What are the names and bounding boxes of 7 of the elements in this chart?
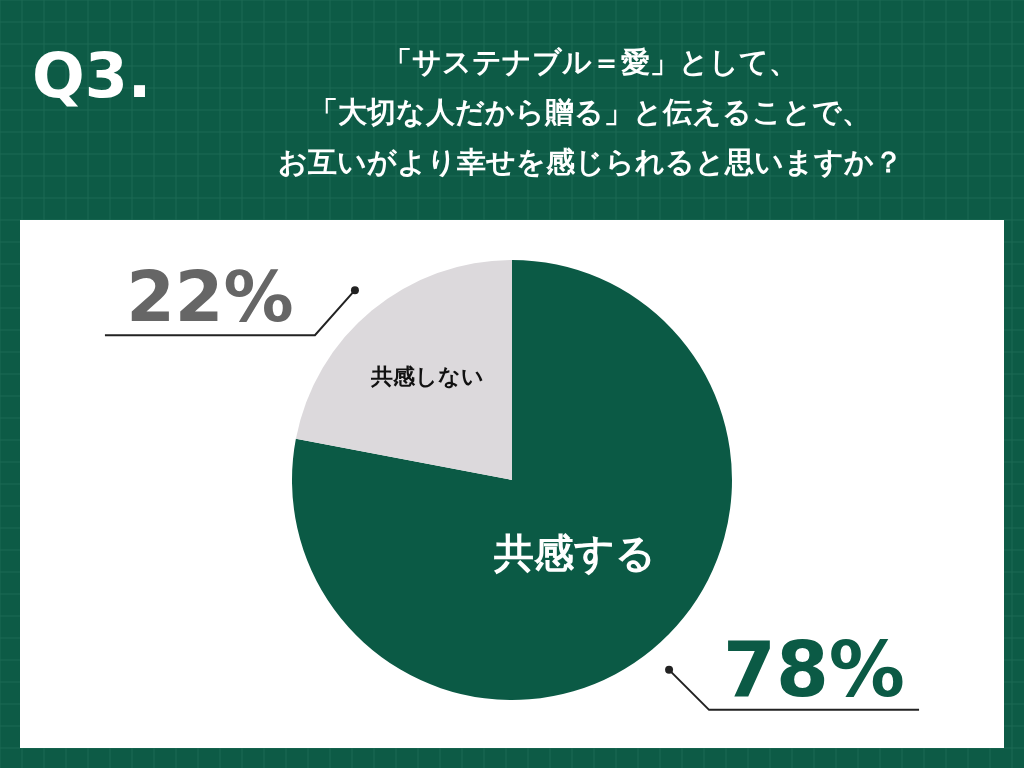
data-label: 22% bbox=[126, 256, 294, 339]
chart-subtitle: 「サステナブル＝愛」として、「大切な人だから贈る」と伝えることで、お互いがより幸せを感じられると思いますか？ bbox=[277, 45, 903, 179]
chart-title: Q3. bbox=[32, 39, 152, 112]
slice-label: 共感する bbox=[493, 530, 657, 577]
data-label: 78% bbox=[723, 624, 906, 714]
slice-label: 共感しない bbox=[370, 364, 485, 390]
pie-slice bbox=[295, 260, 512, 480]
